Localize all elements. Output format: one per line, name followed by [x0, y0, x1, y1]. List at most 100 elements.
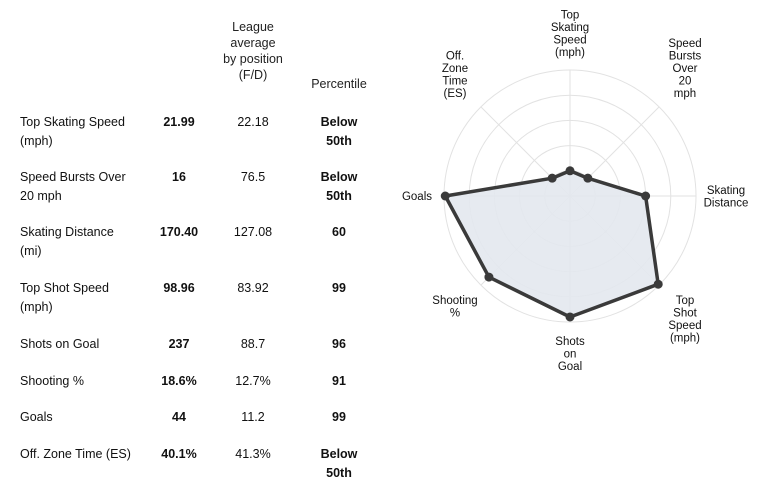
axis-label-line: Goal: [558, 361, 582, 373]
axis-label-line: Shots: [555, 336, 585, 348]
metric-label: Shots on Goal: [20, 335, 152, 354]
player-value: 98.96: [163, 281, 195, 295]
player-value: 170.40: [159, 225, 199, 239]
league-average-value: 12.7%: [235, 374, 271, 388]
percentile-value-line: 91: [332, 374, 346, 388]
axis-label-line: Shooting: [432, 295, 477, 307]
axis-label-line: Shot: [673, 307, 697, 319]
data-point: [547, 173, 557, 183]
metric-label: Shooting %: [20, 372, 152, 391]
percentile-value-line: 99: [332, 410, 346, 424]
league-average-value: 11.2: [241, 410, 265, 424]
percentile-value: Below 50th: [302, 168, 376, 206]
axis-label-line: Goals: [402, 191, 432, 203]
axis-label-line: Zone: [442, 63, 468, 75]
percentile-value-line: 50th: [326, 134, 352, 148]
data-point: [653, 279, 663, 289]
axis-label-line: Top: [676, 295, 695, 307]
header-line: by position: [223, 52, 283, 66]
league-average-value: 76.5: [240, 170, 266, 184]
axis-label-line: 20: [679, 76, 692, 88]
league-average-header: League average by position (F/D): [212, 19, 294, 83]
metric-label: Top Skating Speed (mph): [20, 113, 152, 151]
player-value: 21.99: [163, 115, 195, 129]
league-average-value: 22.18: [237, 115, 269, 129]
league-average-value: 41.3%: [235, 447, 271, 461]
metric-label: Top Shot Speed (mph): [20, 279, 152, 317]
axis-label-line: (ES): [444, 88, 467, 100]
percentile-value-line: Below: [320, 170, 358, 184]
percentile-header: Percentile: [311, 77, 367, 91]
axis-label-line: Top: [561, 10, 580, 22]
axis-label-line: Distance: [704, 197, 749, 209]
metric-label-line: (mi): [20, 244, 42, 258]
metric-label: Goals: [20, 408, 152, 427]
axis-label: Shots on Goal: [555, 336, 585, 373]
percentile-value: Below 50th: [302, 113, 376, 151]
percentile-value: 99: [302, 279, 376, 298]
metric-label-line: 20 mph: [20, 189, 62, 203]
header-line: average: [230, 36, 276, 50]
header-line: (F/D): [238, 68, 268, 82]
league-average-value: 83.92: [237, 281, 269, 295]
data-point: [565, 166, 575, 176]
player-value: 40.1%: [161, 447, 197, 461]
player-value: 18.6%: [161, 374, 197, 388]
metric-label-line: Top Skating Speed: [20, 115, 125, 129]
metric-label: Off. Zone Time (ES): [20, 445, 152, 464]
percentile-value-line: 50th: [326, 466, 352, 480]
data-point: [484, 272, 494, 282]
radar-chart: Top Skating Speed (mph)Speed Bursts Over 20 mph…: [402, 10, 749, 374]
axis-label-line: Speed: [553, 35, 586, 47]
percentile-value: 96: [302, 335, 376, 354]
data-point: [565, 312, 575, 322]
percentile-value-line: 50th: [326, 189, 352, 203]
metric-label-line: Off. Zone Time (ES): [20, 447, 131, 461]
league-average-value: 127.08: [233, 225, 273, 239]
percentile-value: 60: [302, 223, 376, 242]
axis-label-line: Skating: [551, 22, 589, 34]
metric-label-line: (mph): [20, 300, 53, 314]
axis-label-line: Speed: [668, 38, 701, 50]
axis-label-line: Over: [673, 63, 698, 75]
metric-label: Skating Distance (mi): [20, 223, 152, 261]
axis-label: Top Skating Speed (mph): [551, 10, 589, 60]
metric-label-line: Skating Distance: [20, 225, 114, 239]
header-line: League: [232, 20, 274, 34]
axis-label: Skating Distance: [704, 185, 749, 210]
player-value: 16: [172, 170, 186, 184]
axis-label-line: on: [564, 349, 577, 361]
axis-label-line: mph: [674, 88, 696, 100]
axis-label-line: %: [450, 307, 460, 319]
data-point: [583, 173, 593, 183]
axis-label: Goals: [402, 191, 432, 203]
percentile-value: Below 50th: [302, 445, 376, 483]
axis-label-line: Time: [442, 76, 467, 88]
percentile-value-line: Below: [320, 447, 358, 461]
axis-label-line: Bursts: [669, 51, 702, 63]
percentile-value-line: 60: [332, 225, 346, 239]
percentile-value-line: Below: [320, 115, 358, 129]
axis-label: Shooting%: [432, 295, 477, 320]
stats-table: League average by position (F/D) Percent…: [20, 19, 376, 483]
percentile-value: 99: [302, 408, 376, 427]
data-point: [440, 191, 450, 201]
axis-label: Off. Zone Time (ES): [442, 51, 468, 101]
percentile-value-line: 96: [332, 337, 346, 351]
data-point: [641, 191, 651, 201]
league-average-value: 88.7: [240, 337, 266, 351]
metric-label-line: Goals: [20, 410, 53, 424]
metric-label: Speed Bursts Over 20 mph: [20, 168, 152, 206]
axis-label-line: Skating: [707, 185, 745, 197]
axis-label-line: (mph): [670, 332, 700, 344]
axis-label: Speed Bursts Over 20 mph: [668, 38, 701, 100]
axis-label: Top Shot Speed (mph): [668, 295, 701, 345]
metric-label-line: Speed Bursts Over: [20, 170, 126, 184]
percentile-value-line: 99: [332, 281, 346, 295]
percentile-value: 91: [302, 372, 376, 391]
axis-label-line: Off.: [446, 51, 464, 63]
metric-label-line: Shots on Goal: [20, 337, 100, 351]
metric-label-line: (mph): [20, 134, 53, 148]
axis-label-line: (mph): [555, 47, 585, 59]
axis-label-line: Speed: [668, 320, 701, 332]
